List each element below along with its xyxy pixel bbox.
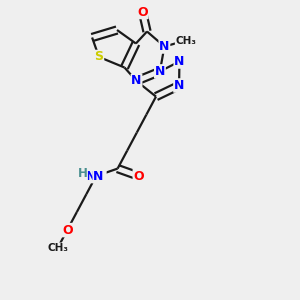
- Text: NH: NH: [86, 169, 106, 183]
- Text: O: O: [62, 224, 73, 237]
- Text: N: N: [155, 65, 165, 78]
- Text: N: N: [93, 169, 103, 183]
- Text: N: N: [174, 55, 184, 68]
- Text: CH₃: CH₃: [47, 243, 68, 253]
- Text: N: N: [174, 79, 184, 92]
- Text: CH₃: CH₃: [176, 35, 197, 46]
- Text: S: S: [94, 50, 103, 64]
- Text: N: N: [159, 40, 170, 53]
- Text: O: O: [137, 5, 148, 19]
- Text: H: H: [78, 167, 87, 180]
- Text: N: N: [131, 74, 142, 88]
- Text: O: O: [133, 169, 144, 183]
